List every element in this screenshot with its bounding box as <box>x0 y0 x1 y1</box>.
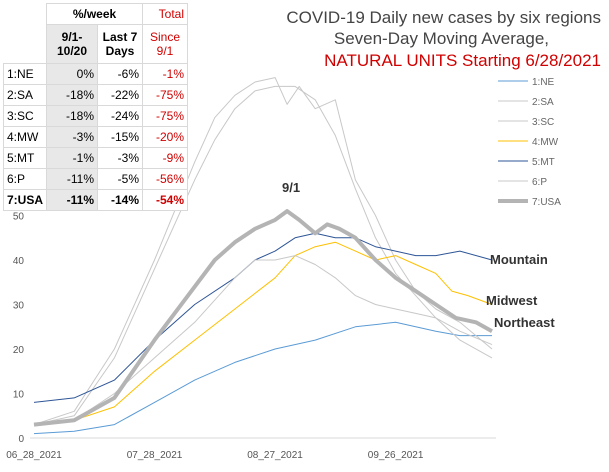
table-cell-label: 1:NE <box>2 63 48 85</box>
y-tick-label: 10 <box>13 390 25 401</box>
series-line-ne <box>33 321 492 435</box>
table-cell-a: -3% <box>46 126 99 148</box>
table-cell-b: -3% <box>97 147 144 169</box>
table-cell-c: -54% <box>142 189 189 211</box>
header-per-week: %/week <box>46 3 144 25</box>
legend-label-sc: 3:SC <box>532 117 554 128</box>
table-cell-label: 6:P <box>2 168 48 190</box>
series-line-p <box>33 255 493 426</box>
chart-title-line1: COVID-19 Daily new cases by six regions <box>286 8 601 27</box>
table-cell-b: -14% <box>97 189 144 211</box>
series-line-sa <box>33 77 493 426</box>
table-cell-c: -20% <box>142 126 189 148</box>
table-cell-b: -6% <box>97 63 144 85</box>
table-cell-b: -15% <box>97 126 144 148</box>
table-cell-c: -75% <box>142 84 189 106</box>
y-tick-label: 40 <box>13 256 25 267</box>
table-cell-label: 2:SA <box>2 84 48 106</box>
table-cell-c: -56% <box>142 168 189 190</box>
legend-label-p: 6:P <box>532 177 547 188</box>
table-cell-a: 0% <box>46 63 99 85</box>
table-row: 6:P -11% -5% -56% <box>2 168 189 190</box>
table-cell-label: 4:MW <box>2 126 48 148</box>
table-row: 7:USA -11% -14% -54% <box>2 189 189 211</box>
table-cell-a: -11% <box>46 189 99 211</box>
header-since-9-1: Since 9/1 <box>142 24 189 64</box>
series-line-sc <box>33 85 493 426</box>
x-axis-ticks: 06_28_2021 07_28_2021 08_27_2021 09_26_2021 <box>6 450 424 461</box>
x-tick-label: 07_28_2021 <box>127 450 183 461</box>
table-cell-c: -1% <box>142 63 189 85</box>
table-row: 5:MT -1% -3% -9% <box>2 147 189 169</box>
table-cell-b: -22% <box>97 84 144 106</box>
legend-label-mt: 5:MT <box>532 157 555 168</box>
table-cell-b: -24% <box>97 105 144 127</box>
chart-title-line3: NATURAL UNITS Starting 6/28/2021 <box>324 51 601 70</box>
table-cell-c: -9% <box>142 147 189 169</box>
x-tick-label: 09_26_2021 <box>368 450 424 461</box>
legend-label-sa: 2:SA <box>532 97 554 108</box>
y-tick-label: 50 <box>13 212 25 223</box>
legend: 1:NE 2:SA 3:SC 4:MW 5:MT 6:P 7:USA <box>498 77 561 208</box>
header-total: Total <box>142 3 189 25</box>
legend-label-ne: 1:NE <box>532 77 555 88</box>
legend-label-mw: 4:MW <box>532 137 559 148</box>
x-tick-label: 06_28_2021 <box>6 450 62 461</box>
y-tick-label: 30 <box>13 301 25 312</box>
peak-annotation: 9/1 <box>282 180 300 195</box>
series-lines <box>33 77 493 435</box>
table-row: 2:SA -18% -22% -75% <box>2 84 189 106</box>
y-tick-label: 0 <box>18 434 24 445</box>
x-tick-label: 08_27_2021 <box>247 450 303 461</box>
series-line-mw <box>33 241 493 426</box>
header-9-1-10-20: 9/1-10/20 <box>46 24 99 64</box>
table-cell-a: -1% <box>46 147 99 169</box>
table-row: 4:MW -3% -15% -20% <box>2 126 189 148</box>
table-row: 3:SC -18% -24% -75% <box>2 105 189 127</box>
series-line-mt <box>33 232 493 403</box>
y-tick-label: 20 <box>13 345 25 356</box>
header-last-7-days: Last 7 Days <box>97 24 144 64</box>
table-row: 1:NE 0% -6% -1% <box>2 63 189 85</box>
table-cell-a: -11% <box>46 168 99 190</box>
table-cell-b: -5% <box>97 168 144 190</box>
table-cell-label: 3:SC <box>2 105 48 127</box>
northeast-annotation: Northeast <box>494 315 555 330</box>
table-cell-c: -75% <box>142 105 189 127</box>
series-line-usa <box>33 209 493 427</box>
table-cell-label: 5:MT <box>2 147 48 169</box>
summary-table: %/week Total 9/1-10/20 Last 7 Days Since… <box>2 3 189 211</box>
mountain-annotation: Mountain <box>490 252 548 267</box>
table-cell-label: 7:USA <box>2 189 48 211</box>
midwest-annotation: Midwest <box>486 293 538 308</box>
table-cell-a: -18% <box>46 105 99 127</box>
legend-label-usa: 7:USA <box>532 197 561 208</box>
chart-title-line2: Seven-Day Moving Average, <box>333 29 549 48</box>
table-cell-a: -18% <box>46 84 99 106</box>
